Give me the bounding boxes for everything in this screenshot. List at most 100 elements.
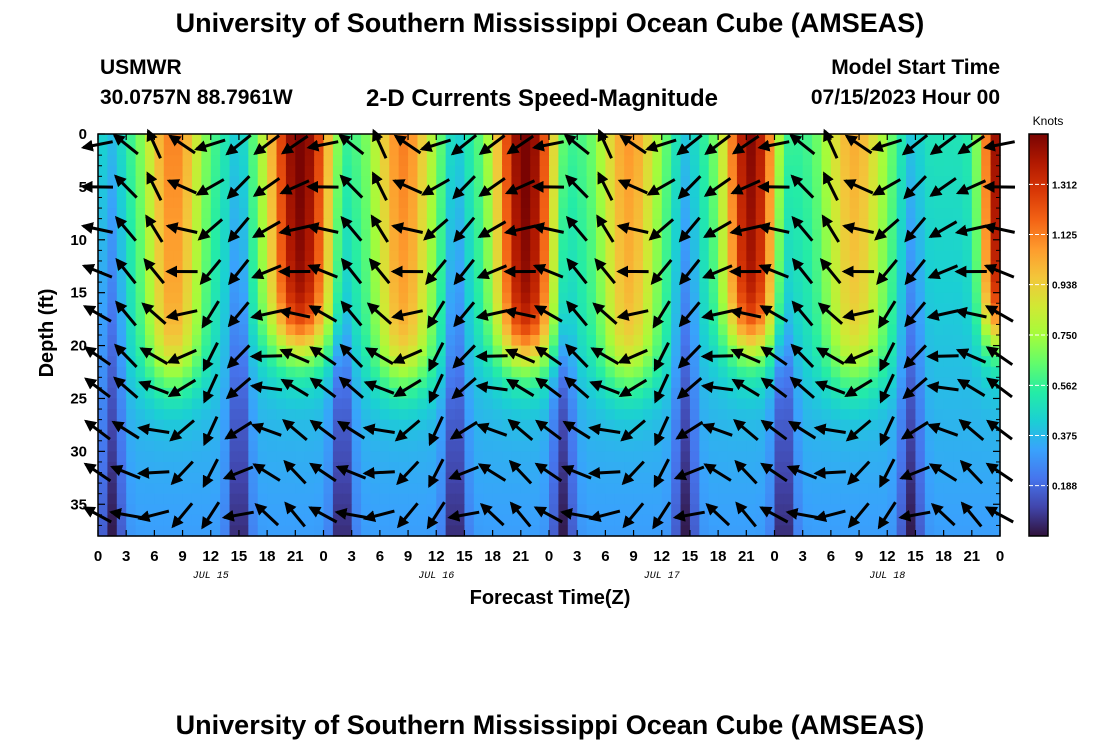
heatmap-cell — [520, 282, 531, 294]
heatmap-cell — [689, 398, 700, 410]
heatmap-cell — [483, 324, 494, 336]
heatmap-cell — [614, 419, 625, 431]
heatmap-cell — [868, 313, 879, 326]
heatmap-cell — [417, 313, 428, 326]
heatmap-cell — [661, 504, 672, 516]
heatmap-cell — [812, 525, 823, 537]
heatmap-cell — [624, 324, 635, 336]
heatmap-cell — [830, 282, 841, 294]
heatmap-cell — [173, 419, 184, 431]
heatmap-cell — [896, 313, 907, 326]
heatmap-cell — [539, 292, 550, 304]
day-label: JUL 15 — [193, 571, 229, 582]
heatmap-cell — [389, 134, 400, 146]
heatmap-cell — [379, 377, 390, 389]
heatmap-cell — [680, 303, 691, 315]
heatmap-cell — [361, 398, 372, 410]
heatmap-cell — [614, 303, 625, 315]
heatmap-cell — [379, 155, 390, 167]
heatmap-cell — [877, 345, 888, 357]
heatmap-cell — [990, 197, 1001, 209]
heatmap-cell — [736, 398, 747, 410]
current-vector — [507, 418, 534, 442]
heatmap-cell — [661, 419, 672, 431]
heatmap-cell — [906, 218, 917, 230]
heatmap-cell — [201, 493, 212, 505]
heatmap-cell — [642, 387, 653, 400]
heatmap-cell — [229, 409, 240, 421]
heatmap-cell — [718, 260, 729, 273]
heatmap-cell — [201, 218, 212, 230]
heatmap-cell — [191, 461, 202, 474]
heatmap-cell — [126, 218, 137, 230]
heatmap-cell — [689, 165, 700, 177]
heatmap-cell — [614, 504, 625, 516]
heatmap-cell — [135, 387, 146, 400]
heatmap-cell — [549, 292, 559, 304]
heatmap-cell — [746, 229, 757, 241]
heatmap-cell — [210, 303, 221, 315]
heatmap-cell — [163, 398, 174, 410]
heatmap-cell — [492, 186, 503, 199]
heatmap-cell — [586, 165, 597, 177]
heatmap-cell — [483, 239, 494, 251]
heatmap-cell — [624, 165, 635, 177]
heatmap-cell — [830, 250, 841, 262]
heatmap-cell — [906, 260, 917, 273]
heatmap-cell — [417, 134, 428, 146]
heatmap-cell — [943, 303, 954, 315]
heatmap-cell — [492, 409, 503, 421]
heatmap-cell — [276, 493, 287, 505]
heatmap-cell — [671, 229, 682, 241]
heatmap-cell — [943, 451, 954, 463]
heatmap-cell — [379, 366, 390, 378]
current-vector — [362, 423, 395, 436]
heatmap-cell — [436, 377, 447, 389]
heatmap-cell — [135, 282, 146, 294]
heatmap-cell — [962, 409, 973, 421]
heatmap-cell — [774, 324, 785, 336]
heatmap-cell — [652, 451, 663, 463]
heatmap-cell — [671, 324, 682, 336]
heatmap-cell — [520, 419, 531, 431]
current-vector — [789, 376, 815, 399]
heatmap-cell — [464, 155, 475, 167]
heatmap-cell — [511, 409, 522, 421]
heatmap-cell — [351, 514, 362, 527]
heatmap-cell — [595, 366, 606, 378]
heatmap-cell — [210, 197, 221, 209]
heatmap-cell — [915, 313, 926, 326]
heatmap-cell — [332, 186, 343, 199]
heatmap-cell — [323, 504, 334, 516]
heatmap-cell — [586, 260, 597, 273]
current-vector — [504, 348, 536, 364]
heatmap-cell — [755, 409, 766, 421]
current-vector — [452, 175, 476, 200]
heatmap-cell — [314, 134, 325, 146]
heatmap-cell — [154, 218, 165, 230]
current-vector — [842, 309, 875, 321]
heatmap-cell — [549, 176, 559, 188]
heatmap-cell — [144, 313, 155, 326]
heatmap-cell — [680, 440, 691, 452]
heatmap-cell — [445, 419, 456, 431]
heatmap-cell — [314, 483, 325, 495]
heatmap-cell — [746, 504, 757, 516]
heatmap-cell — [436, 324, 447, 336]
current-vector — [279, 179, 310, 195]
x-tick-label: 0 — [545, 548, 553, 565]
heatmap-cell — [633, 282, 644, 294]
heatmap-cell — [201, 260, 212, 273]
heatmap-cell — [934, 197, 945, 209]
heatmap-cell — [436, 208, 447, 220]
heatmap-cell — [436, 250, 447, 262]
heatmap-cell — [765, 282, 776, 294]
heatmap-cell — [830, 504, 841, 516]
heatmap-cell — [220, 324, 231, 336]
heatmap-cell — [361, 335, 372, 347]
heatmap-cell — [727, 134, 738, 146]
heatmap-cell — [614, 229, 625, 241]
heatmap-cell — [802, 377, 813, 389]
heatmap-cell — [398, 525, 409, 537]
heatmap-cell — [332, 525, 343, 537]
